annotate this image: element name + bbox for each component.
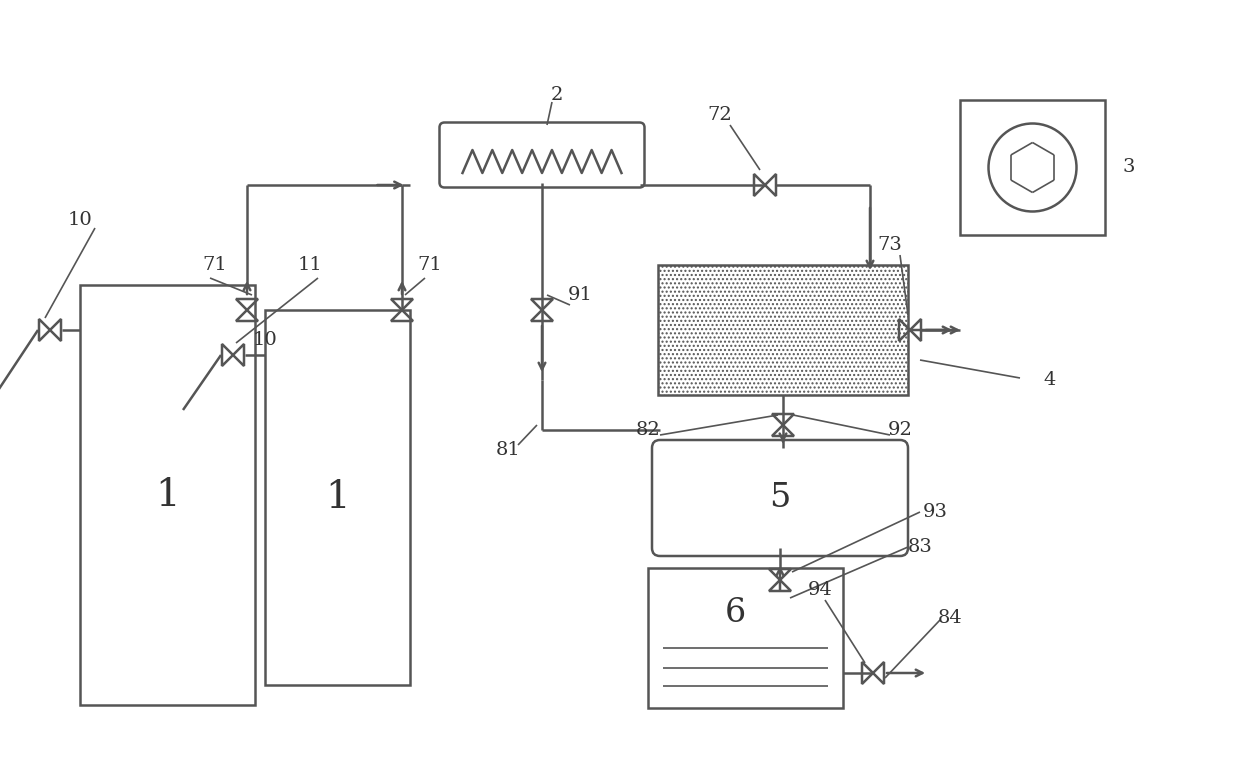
Text: 93: 93: [923, 503, 947, 521]
Text: 5: 5: [769, 482, 791, 514]
Text: 92: 92: [888, 421, 913, 439]
Text: 11: 11: [298, 256, 322, 274]
Text: 72: 72: [708, 106, 733, 124]
Text: 1: 1: [155, 477, 180, 514]
Text: 71: 71: [202, 256, 227, 274]
Bar: [649, 568, 843, 708]
Text: 73: 73: [878, 236, 903, 254]
Text: 82: 82: [636, 421, 661, 439]
Text: 6: 6: [725, 597, 746, 629]
Text: 2: 2: [551, 86, 563, 104]
Text: 71: 71: [418, 256, 443, 274]
Text: 1: 1: [325, 479, 350, 516]
Bar: [960, 100, 1105, 235]
Bar: [265, 310, 410, 685]
Text: 91: 91: [568, 286, 593, 304]
Text: 4: 4: [1044, 371, 1056, 389]
Bar: [658, 265, 908, 395]
Text: 94: 94: [807, 581, 832, 599]
Text: 83: 83: [908, 538, 932, 556]
Text: 10: 10: [253, 331, 278, 349]
Text: 81: 81: [496, 441, 521, 459]
Bar: [81, 285, 255, 705]
Text: 10: 10: [68, 211, 92, 229]
Text: 3: 3: [1123, 159, 1136, 176]
Text: 84: 84: [937, 609, 962, 627]
